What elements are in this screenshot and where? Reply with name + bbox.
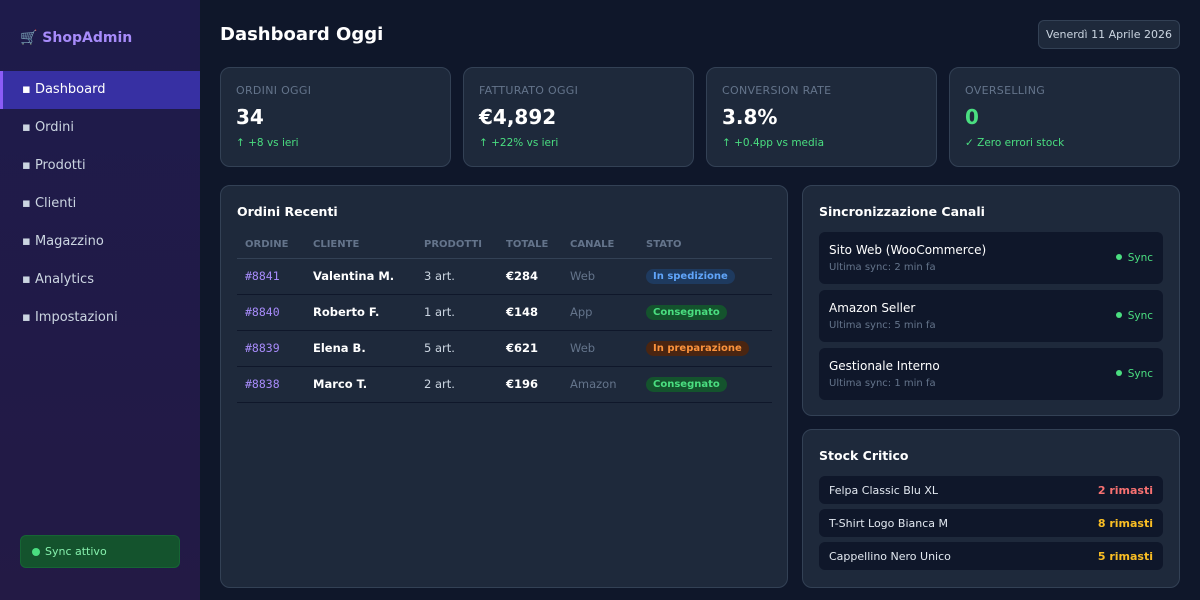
header-row: ORDINE CLIENTE PRODOTTI TOTALE CANALE STATO bbox=[237, 232, 772, 259]
channel-item: Sito Web (WooCommerce) Ultima sync: 2 min… bbox=[819, 232, 1163, 284]
kpi-delta: ✓ Zero errori stock bbox=[965, 137, 1065, 149]
client: Valentina M. bbox=[305, 258, 416, 295]
total: €196 bbox=[498, 366, 562, 403]
table-body: #8841 Valentina M. 3 art. €284 Web In spedizi… bbox=[237, 258, 772, 403]
stock-card: Stock Critico Felpa Classic Blu XL 2 rima… bbox=[802, 429, 1180, 588]
order-row[interactable]: #8839 Elena B. 5 art. €621 Web In preparazion… bbox=[237, 330, 772, 367]
channel-status: Sync bbox=[1116, 368, 1153, 380]
stock-name: Felpa Classic Blu XL bbox=[829, 484, 939, 497]
order-id: #8838 bbox=[237, 366, 305, 403]
kpi-card: OVERSELLING 0 ✓ Zero errori stock bbox=[949, 67, 1180, 167]
channel: Amazon bbox=[562, 366, 638, 403]
channel-name: Gestionale Interno bbox=[829, 359, 940, 373]
channel-status: Sync bbox=[1116, 310, 1153, 322]
order-id: #8839 bbox=[237, 330, 305, 367]
kpi-label: FATTURATO OGGI bbox=[479, 84, 579, 97]
channel-status: Sync bbox=[1116, 252, 1153, 264]
orders-table: ORDINE CLIENTE PRODOTTI TOTALE CANALE STATO #8… bbox=[237, 232, 772, 403]
stock-item: Cappellino Nero Unico 5 rimasti bbox=[819, 542, 1163, 570]
column-header: CANALE bbox=[562, 232, 638, 259]
products: 3 art. bbox=[416, 258, 498, 295]
status-badge: In preparazione bbox=[646, 341, 749, 356]
nav-item[interactable]: ▪ Ordini bbox=[22, 120, 75, 135]
sync-status: Sync attivo bbox=[20, 535, 180, 568]
kpi-delta: ↑ +22% vs ieri bbox=[479, 137, 559, 149]
nav: ▪ Dashboard ▪ Ordini ▪ Prodotti ▪ Clienti ▪ … bbox=[0, 71, 200, 337]
stock-name: T-Shirt Logo Bianca M bbox=[829, 517, 948, 530]
stock-name: Cappellino Nero Unico bbox=[829, 550, 951, 563]
channel-name: Amazon Seller bbox=[829, 301, 916, 315]
stock-remaining: 2 rimasti bbox=[1097, 484, 1153, 497]
column-header: TOTALE bbox=[498, 232, 562, 259]
order-row[interactable]: #8840 Roberto F. 1 art. €148 App Consegnato bbox=[237, 294, 772, 331]
client: Marco T. bbox=[305, 366, 416, 403]
order-row[interactable]: #8841 Valentina M. 3 art. €284 Web In spedizi… bbox=[237, 258, 772, 295]
status-badge: Consegnato bbox=[646, 305, 727, 320]
channel-last-sync: Ultima sync: 5 min fa bbox=[829, 320, 936, 331]
products: 2 art. bbox=[416, 366, 498, 403]
kpi-label: ORDINI OGGI bbox=[236, 84, 312, 97]
nav-item[interactable]: ▪ Prodotti bbox=[22, 158, 86, 173]
order-id: #8840 bbox=[237, 294, 305, 331]
status-cell: In spedizione bbox=[638, 258, 772, 295]
orders-card: Ordini Recenti ORDINE CLIENTE PRODOTTI TOTA… bbox=[220, 185, 788, 588]
status-cell: Consegnato bbox=[638, 294, 772, 331]
total: €284 bbox=[498, 258, 562, 295]
channel-item: Amazon Seller Ultima sync: 5 min fa Sync bbox=[819, 290, 1163, 342]
stock-remaining: 5 rimasti bbox=[1097, 550, 1153, 563]
kpi-label: OVERSELLING bbox=[965, 84, 1046, 97]
date: Venerdì 11 Aprile 2026 bbox=[1038, 20, 1180, 49]
total: €621 bbox=[498, 330, 562, 367]
status-badge: Consegnato bbox=[646, 377, 727, 392]
kpi-value: 0 bbox=[965, 105, 979, 129]
stock-item: Felpa Classic Blu XL 2 rimasti bbox=[819, 476, 1163, 504]
column-header: PRODOTTI bbox=[416, 232, 498, 259]
kpi-value: 3.8% bbox=[722, 105, 778, 129]
kpi-label: CONVERSION RATE bbox=[722, 84, 832, 97]
kpi-card: FATTURATO OGGI €4,892 ↑ +22% vs ieri bbox=[463, 67, 694, 167]
order-row[interactable]: #8838 Marco T. 2 art. €196 Amazon Consegnato bbox=[237, 366, 772, 403]
status-cell: In preparazione bbox=[638, 330, 772, 367]
column-header: CLIENTE bbox=[305, 232, 416, 259]
products: 1 art. bbox=[416, 294, 498, 331]
kpi-value: €4,892 bbox=[479, 105, 557, 129]
card-title: Sincronizzazione Canali bbox=[819, 204, 985, 219]
kpi-delta: ↑ +0.4pp vs media bbox=[722, 137, 825, 149]
card-title: Ordini Recenti bbox=[237, 204, 338, 219]
nav-item[interactable]: ▪ Magazzino bbox=[22, 234, 104, 249]
products: 5 art. bbox=[416, 330, 498, 367]
channel-name: Sito Web (WooCommerce) bbox=[829, 243, 987, 257]
nav-item[interactable]: ▪ Clienti bbox=[22, 196, 77, 211]
stock-remaining: 8 rimasti bbox=[1097, 517, 1153, 530]
status-cell: Consegnato bbox=[638, 366, 772, 403]
card-title: Stock Critico bbox=[819, 448, 909, 463]
kpi-card: CONVERSION RATE 3.8% ↑ +0.4pp vs media bbox=[706, 67, 937, 167]
channel-item: Gestionale Interno Ultima sync: 1 min fa S… bbox=[819, 348, 1163, 400]
client: Elena B. bbox=[305, 330, 416, 367]
channel-last-sync: Ultima sync: 2 min fa bbox=[829, 262, 936, 273]
client: Roberto F. bbox=[305, 294, 416, 331]
page-title: Dashboard Oggi bbox=[220, 24, 384, 45]
order-id: #8841 bbox=[237, 258, 305, 295]
stock-item: T-Shirt Logo Bianca M 8 rimasti bbox=[819, 509, 1163, 537]
total: €148 bbox=[498, 294, 562, 331]
channel: App bbox=[562, 294, 638, 331]
nav-item[interactable]: ▪ Impostazioni bbox=[22, 310, 118, 325]
nav-item[interactable]: ▪ Analytics bbox=[22, 272, 94, 287]
sidebar: 🛒 ShopAdmin ▪ Dashboard ▪ Ordini ▪ Prodott… bbox=[0, 0, 200, 600]
kpi-delta: ↑ +8 vs ieri bbox=[236, 137, 299, 149]
column-header: ORDINE bbox=[237, 232, 305, 259]
kpi-card: ORDINI OGGI 34 ↑ +8 vs ieri bbox=[220, 67, 451, 167]
channel: Web bbox=[562, 330, 638, 367]
channels-card: Sincronizzazione Canali Sito Web (WooCom… bbox=[802, 185, 1180, 416]
status-badge: In spedizione bbox=[646, 269, 735, 284]
kpi-value: 34 bbox=[236, 105, 264, 129]
channel: Web bbox=[562, 258, 638, 295]
column-header: STATO bbox=[638, 232, 772, 259]
channel-last-sync: Ultima sync: 1 min fa bbox=[829, 378, 936, 389]
nav-item[interactable]: ▪ Dashboard bbox=[0, 71, 200, 109]
brand: 🛒 ShopAdmin bbox=[20, 30, 133, 46]
